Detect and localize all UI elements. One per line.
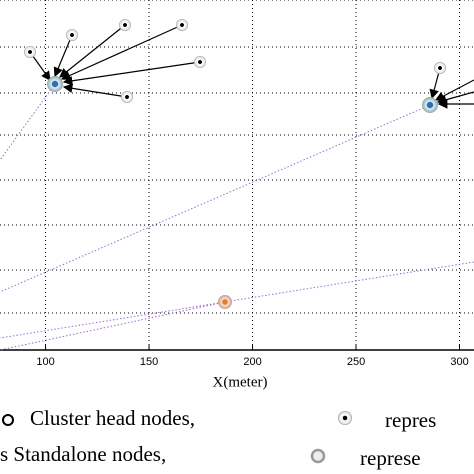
x-tick-label: 150 bbox=[140, 356, 158, 368]
x-tick-label: 200 bbox=[243, 356, 261, 368]
legend-label: represe bbox=[360, 446, 421, 470]
x-tick-label: 250 bbox=[347, 356, 365, 368]
legend: Cluster head nodes, repres s Standalone … bbox=[0, 406, 436, 470]
plot bbox=[0, 0, 474, 351]
x-tick-label: 300 bbox=[450, 356, 468, 368]
legend-label: s Standalone nodes, bbox=[0, 442, 166, 466]
legend-label: repres bbox=[385, 408, 436, 432]
legend-label: Cluster head nodes, bbox=[30, 406, 195, 430]
x-axis-label: X(meter) bbox=[213, 374, 268, 390]
x-tick-label: 100 bbox=[36, 356, 54, 368]
